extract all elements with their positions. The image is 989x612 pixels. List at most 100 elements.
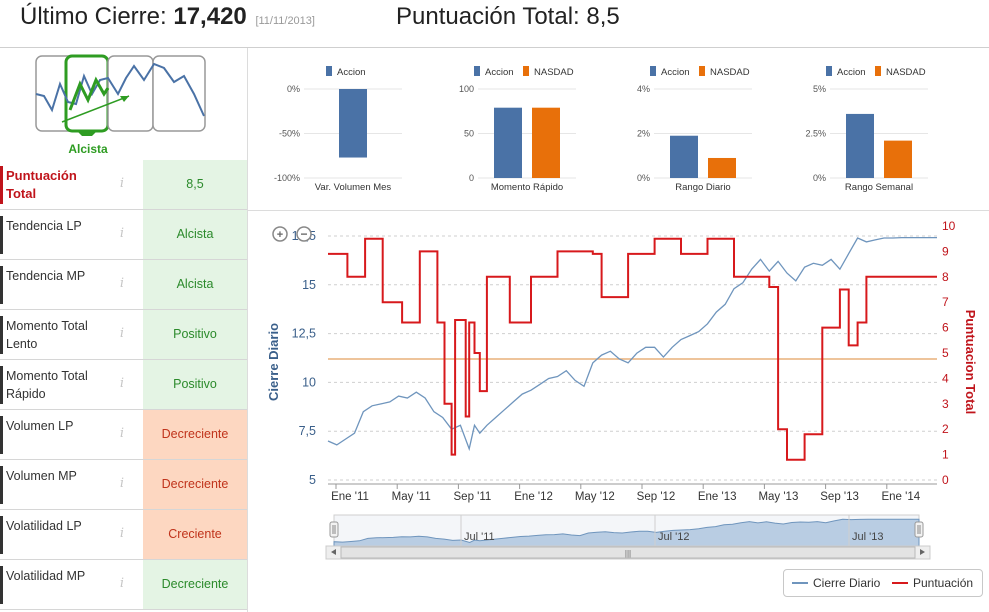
indicator-label: Volatilidad LP	[6, 519, 82, 533]
total-score-label: Puntuación Total:	[396, 3, 580, 30]
legend-swatch	[474, 66, 480, 76]
y-axis-title: Cierre Diario	[266, 323, 281, 401]
bar-accion[interactable]	[494, 107, 522, 178]
chart-legend[interactable]: Cierre Diario Puntuación	[783, 569, 983, 597]
zoom-out-glyph: −	[300, 227, 307, 241]
trend-bullish-icon	[64, 54, 110, 133]
navigator-handle-left[interactable]	[329, 521, 339, 538]
indicator-value: Decreciente	[143, 460, 247, 509]
legend-swatch	[699, 66, 705, 76]
indicator-label: Volumen LP	[6, 419, 74, 433]
legend-line-puntuacion	[892, 582, 908, 584]
indicator-value: 8,5	[143, 160, 247, 209]
zoom-in-icon[interactable]	[272, 226, 288, 242]
x-tick-label: Sep '11	[454, 491, 492, 503]
legend-swatch	[326, 66, 332, 76]
legend-item-cierre[interactable]: Cierre Diario	[792, 576, 880, 590]
scrollbar-thumb[interactable]	[340, 546, 916, 559]
bar-nasdad[interactable]	[708, 157, 736, 178]
indicator-label: Tendencia MP	[6, 269, 86, 283]
legend-label-puntuacion: Puntuación	[913, 576, 974, 590]
category-label: Rango Diario	[675, 182, 730, 193]
info-icon[interactable]: i	[119, 526, 125, 541]
x-tick-label: Sep '12	[637, 491, 676, 503]
y-tick-label: 15	[302, 278, 316, 292]
y-tick-label: 2.5%	[805, 129, 826, 139]
indicator-value: Creciente	[143, 510, 247, 559]
x-tick-label: Ene '12	[514, 491, 553, 503]
x-tick-label: May '12	[575, 491, 615, 503]
info-icon[interactable]: i	[119, 176, 125, 191]
indicator-value: Positivo	[143, 310, 247, 359]
indicator-label: Puntuación Total	[6, 168, 77, 201]
y-tick-label: -50%	[279, 129, 300, 139]
y-tick-label: -100%	[274, 173, 300, 183]
legend-label: Accion	[661, 67, 690, 78]
indicator-row: Tendencia MP i Alcista	[0, 260, 247, 310]
legend-item-puntuacion[interactable]: Puntuación	[892, 576, 973, 590]
navigator-series	[333, 518, 920, 547]
zoom-out-icon[interactable]	[296, 226, 312, 242]
y2-tick-label: 1	[942, 448, 949, 462]
info-icon[interactable]: i	[119, 276, 125, 291]
y2-tick-label: 6	[942, 321, 949, 335]
mini-chart: Accion 0% -50% -100% Var. Volumen Mes	[274, 66, 402, 193]
y2-tick-label: 5	[942, 346, 949, 360]
bar-nasdad[interactable]	[532, 107, 560, 178]
y2-axis-title: Puntuacion Total	[963, 310, 978, 414]
indicator-row: Volumen MP i Decreciente	[0, 460, 247, 510]
bar-accion[interactable]	[846, 113, 874, 178]
last-close-value: 17,420	[173, 3, 247, 30]
y-tick-label: 12,5	[292, 327, 316, 341]
y-tick-label: 50	[464, 129, 474, 139]
y2-tick-label: 7	[942, 295, 949, 309]
info-icon[interactable]: i	[119, 476, 125, 491]
info-icon[interactable]: i	[119, 576, 125, 591]
series-line-cierre[interactable]	[327, 236, 937, 452]
info-icon[interactable]: i	[119, 226, 125, 241]
indicator-value: Decreciente	[143, 410, 247, 459]
bar-nasdad[interactable]	[884, 140, 912, 178]
indicator-value: Alcista	[143, 260, 247, 309]
category-label: Var. Volumen Mes	[315, 182, 392, 193]
legend-label: Accion	[485, 67, 514, 78]
indicator-accent	[0, 416, 3, 454]
mini-bar-charts: Accion 0% -50% -100% Var. Volumen Mes Accion N…	[274, 66, 928, 193]
indicator-row: Volumen LP i Decreciente	[0, 410, 247, 460]
legend-label: Accion	[337, 67, 366, 78]
category-label: Rango Semanal	[845, 182, 913, 193]
navigator-handle-right[interactable]	[914, 521, 924, 538]
legend-swatch	[826, 66, 832, 76]
bar-accion[interactable]	[339, 89, 367, 158]
legend-label-cierre: Cierre Diario	[813, 576, 881, 590]
legend-label: NASDAD	[534, 67, 574, 78]
y2-tick-label: 0	[942, 473, 949, 487]
indicator-value: Positivo	[143, 360, 247, 409]
legend-swatch	[650, 66, 656, 76]
indicator-label: Volumen MP	[6, 469, 77, 483]
trend-selector-icon	[35, 54, 206, 136]
y-tick-label: 10	[302, 375, 316, 389]
indicator-label: Momento Total Lento	[6, 319, 88, 351]
bar-accion[interactable]	[670, 135, 698, 178]
legend-swatch	[875, 66, 881, 76]
x-tick-label: Ene '13	[698, 491, 737, 503]
indicator-row: Momento Total Rápido i Positivo	[0, 360, 247, 410]
series-line-puntuacion[interactable]	[328, 237, 937, 461]
indicator-row: Volatilidad MP i Decreciente	[0, 560, 247, 610]
info-icon[interactable]: i	[119, 376, 125, 391]
scroll-right-icon[interactable]	[920, 549, 925, 555]
horizontal-divider	[248, 210, 989, 211]
vertical-divider	[247, 48, 248, 612]
indicator-accent	[0, 266, 3, 304]
indicator-row: Volatilidad LP i Creciente	[0, 510, 247, 560]
scroll-left-icon[interactable]	[331, 549, 336, 555]
legend-line-cierre	[792, 582, 808, 584]
info-icon[interactable]: i	[119, 426, 125, 441]
y2-tick-label: 4	[942, 371, 949, 385]
indicator-accent	[0, 516, 3, 554]
y2-tick-label: 3	[942, 397, 949, 411]
info-icon[interactable]: i	[119, 326, 125, 341]
y-tick-label: 7,5	[299, 424, 316, 438]
y2-tick-label: 8	[942, 270, 949, 284]
